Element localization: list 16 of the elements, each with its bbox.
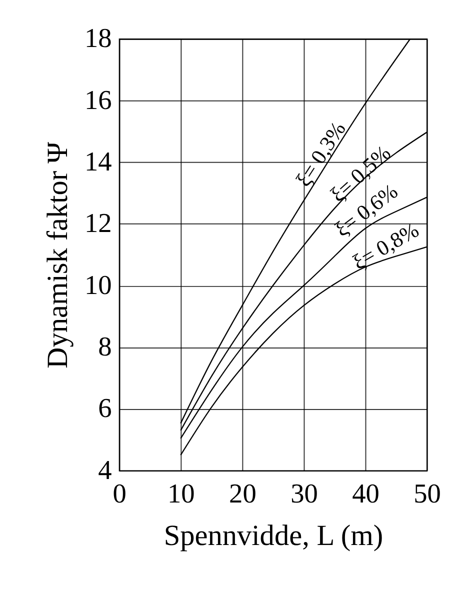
y-tick-label: 4 <box>98 454 112 485</box>
x-tick-label: 50 <box>414 478 441 508</box>
y-tick-label: 18 <box>84 23 112 54</box>
x-tick-label: 10 <box>168 478 195 508</box>
x-tick-label: 20 <box>229 478 256 508</box>
x-tick-label: 0 <box>112 478 126 508</box>
x-axis-title: Spennvidde, L (m) <box>164 520 384 552</box>
y-tick-label: 8 <box>98 331 112 362</box>
x-tick-label: 30 <box>290 478 318 508</box>
y-tick-label: 6 <box>98 393 112 424</box>
y-tick-label: 12 <box>84 208 112 238</box>
y-tick-label: 14 <box>84 146 112 176</box>
y-tick-label: 10 <box>84 270 112 300</box>
y-axis-title: Dynamisk faktor Ψ <box>42 142 74 368</box>
y-tick-label: 16 <box>84 84 112 115</box>
x-tick-label: 40 <box>352 478 380 508</box>
